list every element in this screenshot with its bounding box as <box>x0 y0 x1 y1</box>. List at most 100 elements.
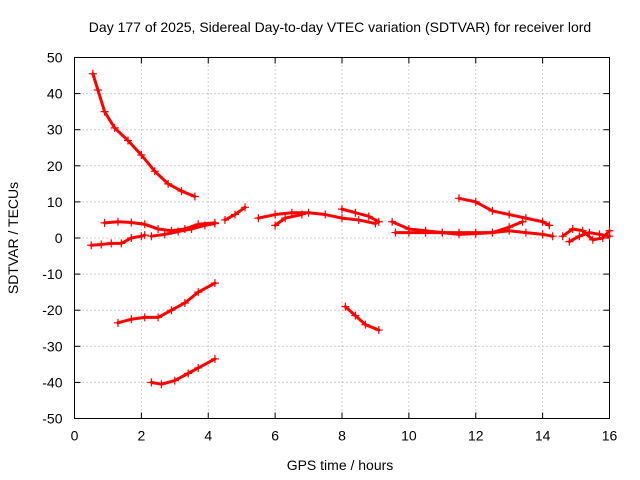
data-point <box>174 227 183 236</box>
data-point <box>538 230 547 239</box>
y-tick-label: 0 <box>55 230 63 246</box>
data-point <box>160 230 169 239</box>
data-point <box>575 232 584 241</box>
data-point <box>304 208 313 217</box>
data-point <box>548 232 557 241</box>
data-point <box>147 232 156 241</box>
x-tick-label: 12 <box>468 428 484 444</box>
data-point <box>97 240 106 249</box>
data-point <box>518 217 527 226</box>
y-axis-label: SDTVAR / TECUs <box>5 182 21 294</box>
axis-ticks: 0 2 4 6 8 10 12 14 16 50 40 30 20 10 0 -10 -20 -30 -40 -50 <box>42 50 617 444</box>
data-point <box>127 234 136 242</box>
data-point <box>210 279 219 288</box>
data-point <box>190 192 199 201</box>
y-tick-label: 20 <box>47 158 63 174</box>
data-point <box>180 298 189 307</box>
data-point <box>391 228 400 237</box>
data-point <box>595 230 604 239</box>
data-point <box>321 210 330 219</box>
data-point <box>231 210 239 219</box>
data-point <box>164 179 173 188</box>
data-point <box>167 306 176 315</box>
data-point <box>110 123 119 132</box>
series-arc-16 <box>341 302 383 335</box>
data-point <box>210 219 219 228</box>
x-tick-label: 0 <box>71 428 79 444</box>
data-point <box>100 218 109 227</box>
data-point <box>194 288 203 297</box>
data-point <box>127 315 136 324</box>
data-point <box>521 228 530 237</box>
data-point <box>351 311 360 320</box>
data-point <box>338 214 346 223</box>
data-point <box>341 302 350 311</box>
data-point <box>558 232 567 241</box>
data-point <box>170 376 179 385</box>
series-arc-13 <box>565 228 614 246</box>
series-arc-15 <box>147 354 219 389</box>
series-arc-11 <box>455 194 554 230</box>
data-point <box>154 224 163 233</box>
series-arc-14 <box>113 279 219 327</box>
series-trace <box>273 213 304 227</box>
data-point <box>137 150 146 159</box>
data-point <box>87 241 96 250</box>
y-tick-label: 50 <box>47 50 63 66</box>
data-point <box>194 363 203 372</box>
data-point <box>338 205 346 214</box>
data-point <box>124 136 132 145</box>
x-tick-label: 8 <box>338 428 346 444</box>
x-tick-label: 14 <box>535 428 551 444</box>
series-trace <box>561 227 611 242</box>
series-arc-6 <box>254 208 380 228</box>
data-point <box>220 215 229 224</box>
y-tick-label: -10 <box>42 266 62 282</box>
data-point <box>113 318 122 327</box>
data-point <box>605 232 614 241</box>
y-tick-label: -30 <box>42 338 62 354</box>
series-arc-9 <box>388 217 557 241</box>
data-point <box>588 235 597 244</box>
series-trace <box>340 207 381 224</box>
series-trace <box>91 72 197 198</box>
data-point <box>421 228 430 237</box>
chart-title: Day 177 of 2025, Sidereal Day-to-day VTE… <box>89 19 591 35</box>
y-tick-label: -40 <box>42 374 62 390</box>
data-point <box>585 228 594 237</box>
data-point <box>374 326 383 335</box>
grid <box>74 57 610 419</box>
data-point <box>137 232 146 241</box>
series-arc-5 <box>220 203 250 224</box>
series-trace <box>116 281 217 325</box>
data-point <box>241 203 250 212</box>
data-series <box>87 69 614 389</box>
x-tick-label: 16 <box>602 428 618 444</box>
series-arc-1 <box>88 69 199 201</box>
series-arc-3 <box>87 231 149 250</box>
data-point <box>113 217 122 226</box>
data-point <box>538 217 547 226</box>
data-point <box>271 221 280 230</box>
data-point <box>521 214 530 223</box>
y-tick-label: -50 <box>42 411 62 427</box>
data-point <box>93 85 102 94</box>
y-tick-label: -20 <box>42 302 62 318</box>
data-point <box>565 237 574 246</box>
y-tick-label: 40 <box>47 86 63 102</box>
x-axis-label: GPS time / hours <box>287 457 394 473</box>
x-tick-label: 2 <box>137 428 145 444</box>
data-point <box>505 210 514 219</box>
x-tick-label: 4 <box>204 428 212 444</box>
data-point <box>455 194 464 203</box>
series-arc-10 <box>391 217 527 239</box>
data-point <box>471 229 480 238</box>
data-point <box>297 210 306 219</box>
data-point <box>157 380 166 389</box>
y-tick-label: 30 <box>47 122 63 138</box>
data-point <box>147 378 156 387</box>
data-point <box>177 187 186 196</box>
data-point <box>404 228 413 237</box>
y-tick-label: 10 <box>47 194 63 210</box>
data-point <box>154 313 163 322</box>
